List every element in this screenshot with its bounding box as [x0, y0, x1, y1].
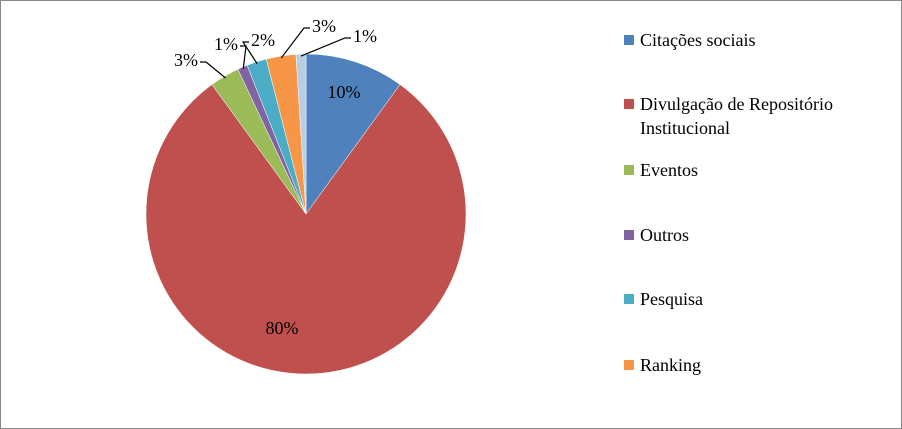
pie-slice	[145, 84, 467, 375]
legend-label: Eventos	[640, 160, 698, 180]
legend-item: Divulgação de Repositório Institucional	[620, 92, 880, 140]
legend-swatch	[624, 230, 634, 240]
legend-swatch	[624, 294, 634, 304]
legend-item: Outros	[620, 223, 689, 247]
legend-label: Ranking	[640, 355, 701, 375]
data-label: 80%	[266, 318, 299, 338]
legend-item: Pesquisa	[620, 287, 703, 311]
pie-slice	[305, 53, 401, 215]
data-label: 10%	[328, 82, 361, 102]
data-label: 1%	[353, 26, 377, 46]
leader-line	[280, 27, 310, 59]
leader-line	[200, 61, 226, 79]
legend-label: Pesquisa	[640, 289, 703, 309]
data-label: 3%	[312, 16, 336, 36]
legend-label: Outros	[640, 225, 689, 245]
data-label: 3%	[174, 50, 198, 70]
legend-item: Eventos	[620, 158, 698, 182]
legend-item: Citações sociais	[620, 28, 755, 52]
data-label: 2%	[251, 30, 275, 50]
leader-line	[300, 37, 351, 57]
legend-item: Ranking	[620, 353, 701, 377]
data-label: 1%	[214, 34, 238, 54]
legend-label: Citações sociais	[640, 30, 756, 50]
legend-swatch	[624, 165, 634, 175]
leader-line	[241, 41, 258, 65]
legend-label: Divulgação de Repositório Institucional	[640, 94, 833, 138]
legend-swatch	[624, 35, 634, 45]
legend-swatch	[624, 99, 634, 109]
legend-swatch	[624, 360, 634, 370]
